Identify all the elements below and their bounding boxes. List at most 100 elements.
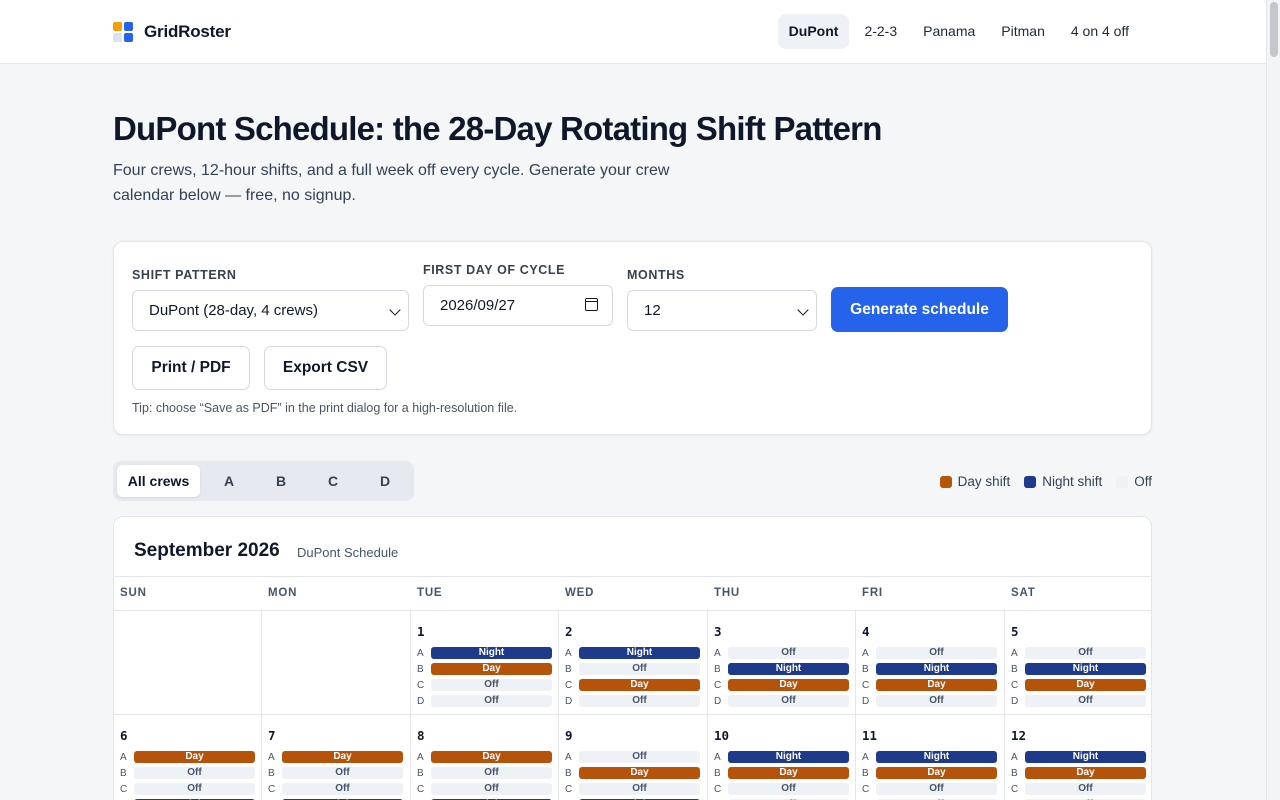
month-subtitle: DuPont Schedule (297, 545, 399, 560)
nav-item-panama[interactable]: Panama (923, 23, 976, 39)
crew-letter: D (714, 696, 722, 707)
month-title: September 2026 (134, 540, 280, 561)
shift-pill-off: Off (1025, 647, 1146, 659)
tab-crew-d[interactable]: D (379, 473, 391, 489)
calendar-day-cell[interactable]: 9AOffBDayCOffDNight (559, 715, 708, 800)
crew-letter: B (565, 768, 572, 779)
shift-row: C Day (1011, 679, 1151, 692)
nav-item-2-2-3[interactable]: 2-2-3 (864, 23, 898, 39)
crew-letter: B (714, 664, 721, 675)
shift-row: D Off (862, 695, 1002, 708)
calendar-day-cell[interactable]: 8ADayBOffCOffDNight (411, 715, 559, 800)
day-number: 10 (714, 728, 730, 743)
crew-letter: C (1011, 784, 1019, 795)
scrollbar-thumb[interactable] (1270, 2, 1278, 57)
tab-crew-a[interactable]: A (223, 473, 235, 489)
calendar-empty-cell (114, 611, 262, 715)
shift-row: B Off (120, 767, 260, 780)
calendar-day-cell[interactable]: 7ADayBOffCOffDNight (262, 715, 411, 800)
calendar-day-cell[interactable]: 12ANightBDayCOffDOff (1005, 715, 1151, 800)
shift-row: A Day (268, 751, 408, 764)
shift-pill-night: Night (1025, 663, 1146, 675)
crew-letter: D (565, 696, 573, 707)
page-subtitle: Four crews, 12-hour shifts, and a full w… (113, 162, 670, 204)
generate-schedule-button[interactable]: Generate schedule (831, 287, 1008, 332)
shift-pill-off: Off (579, 783, 700, 795)
shift-pill-off: Off (1025, 695, 1146, 707)
calendar-empty-cell (262, 611, 411, 715)
tab-crew-b[interactable]: B (275, 473, 287, 489)
tab-crew-c[interactable]: C (327, 473, 339, 489)
shift-pill-off: Off (431, 679, 552, 691)
weekday-sun: SUN (120, 587, 147, 599)
shift-pill-off: Off (431, 783, 552, 795)
crew-letter: C (565, 680, 573, 691)
weekday-mon: MON (268, 587, 298, 599)
day-number: 5 (1011, 624, 1019, 639)
shift-row: C Off (565, 783, 705, 796)
shift-row: D Off (417, 695, 557, 708)
crew-letter: B (1011, 664, 1018, 675)
shift-pill-night: Night (728, 751, 849, 763)
nav-item-dupont[interactable]: DuPont (777, 14, 850, 49)
crew-letter: A (268, 752, 275, 763)
crew-letter: A (565, 648, 572, 659)
first-day-date-input[interactable]: 2026/09/27 (423, 285, 613, 326)
shift-row: A Day (120, 751, 260, 764)
shift-row: C Off (417, 783, 557, 796)
crew-letter: A (862, 648, 869, 659)
shift-row: C Off (714, 783, 854, 796)
shift-pill-off: Off (728, 647, 849, 659)
shift-pattern-select[interactable]: DuPont (28-day, 4 crews) (132, 290, 409, 331)
shift-pill-day: Day (431, 663, 552, 675)
shift-pill-day: Day (579, 767, 700, 779)
shift-pill-day: Day (431, 751, 552, 763)
calendar-day-cell[interactable]: 1 A Night B Day C Off D Off (411, 611, 559, 715)
crew-letter: A (120, 752, 127, 763)
export-csv-button[interactable]: Export CSV (264, 346, 387, 390)
tab-all-crews[interactable]: All crews (117, 465, 200, 497)
shift-pill-day: Day (1025, 679, 1146, 691)
first-day-label: First day of cycle (423, 263, 566, 277)
weekday-header: SUN MON TUE WED THU FRI SAT (114, 576, 1151, 611)
calendar-day-cell[interactable]: 4 A Off B Night C Day D Off (856, 611, 1005, 715)
shift-row: B Day (714, 767, 854, 780)
nav-item-4-on-4-off[interactable]: 4 on 4 off (1070, 23, 1129, 39)
shift-pill-off: Off (134, 767, 255, 779)
pattern-nav: DuPont 2-2-3 Panama Pitman 4 on 4 off (777, 14, 1140, 49)
shift-pill-off: Off (579, 751, 700, 763)
legend-day-shift: Day shift (939, 474, 1011, 489)
calendar-day-cell[interactable]: 3 A Off B Night C Day D Off (708, 611, 856, 715)
print-pdf-button[interactable]: Print / PDF (132, 346, 250, 390)
shift-pill-off: Off (728, 695, 849, 707)
crew-filter-tabs: All crews A B C D (113, 461, 414, 501)
brand-logo[interactable]: GridRoster (113, 21, 231, 43)
calendar-day-cell[interactable]: 2 A Night B Off C Day D Off (559, 611, 708, 715)
day-number: 1 (417, 624, 425, 639)
shift-pill-night: Night (579, 647, 700, 659)
shift-pill-night: Night (876, 751, 997, 763)
calendar-day-cell[interactable]: 6ADayBOffCOffDNight (114, 715, 262, 800)
calendar-day-cell[interactable]: 10ANightBDayCOffDOff (708, 715, 856, 800)
crew-letter: C (268, 784, 276, 795)
shift-row: C Off (862, 783, 1002, 796)
shift-row: A Night (417, 647, 557, 660)
weekday-thu: THU (714, 587, 741, 599)
shift-pill-off: Off (134, 783, 255, 795)
day-number: 7 (268, 728, 276, 743)
crew-letter: B (862, 768, 869, 779)
nav-item-pitman[interactable]: Pitman (1001, 23, 1045, 39)
page-scrollbar[interactable] (1266, 0, 1280, 800)
crew-letter: B (1011, 768, 1018, 779)
legend-label: Day shift (957, 474, 1011, 489)
calendar-icon[interactable] (585, 298, 598, 311)
crew-letter: A (714, 752, 721, 763)
calendar-day-cell[interactable]: 5 A Off B Night C Day D Off (1005, 611, 1151, 715)
months-select[interactable]: 12 (627, 290, 817, 331)
chevron-down-icon (797, 304, 809, 316)
calendar-day-cell[interactable]: 11ANightBDayCOffDOff (856, 715, 1005, 800)
shift-pill-day: Day (876, 679, 997, 691)
day-number: 11 (862, 728, 878, 743)
shift-legend: Day shift Night shift Off (926, 474, 1152, 489)
shift-row: A Night (1011, 751, 1151, 764)
